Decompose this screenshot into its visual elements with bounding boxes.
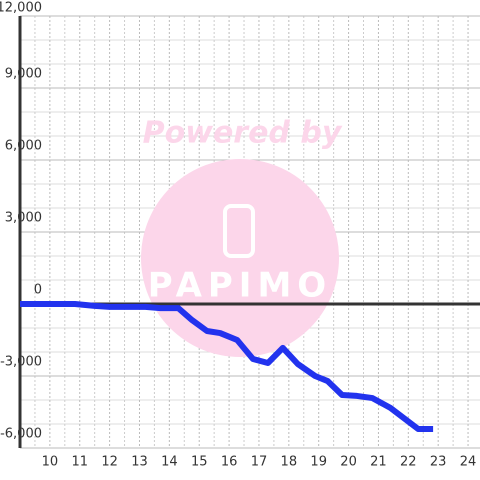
x-tick-label: 20: [340, 455, 357, 470]
x-tick-label: 12: [101, 455, 118, 470]
y-tick-label: 9,000: [5, 67, 42, 82]
x-tick-label: 13: [131, 455, 148, 470]
y-tick-label: 0: [34, 283, 42, 298]
x-tick-label: 24: [460, 455, 477, 470]
watermark: Powered by PAPIMO: [141, 116, 343, 357]
x-tick-label: 19: [310, 455, 327, 470]
x-tick-label: 16: [221, 455, 238, 470]
x-tick-label: 18: [281, 455, 298, 470]
y-tick-label: 6,000: [5, 139, 42, 154]
x-tick-label: 21: [370, 455, 387, 470]
x-tick-label: 14: [161, 455, 178, 470]
watermark-text: Powered by: [143, 116, 343, 151]
watermark-logo: PAPIMO: [148, 266, 332, 306]
data-line: [20, 301, 434, 433]
x-tick-label: 10: [42, 455, 59, 470]
x-tick-label: 17: [251, 455, 268, 470]
x-tick-label: 22: [400, 455, 417, 470]
y-tick-label: 3,000: [5, 211, 42, 226]
x-tick-label: 23: [430, 455, 447, 470]
y-tick-label: 12,000: [0, 1, 42, 16]
x-tick-label: 11: [71, 455, 88, 470]
x-tick-label: 15: [191, 455, 208, 470]
watermark-icon: [223, 204, 255, 258]
